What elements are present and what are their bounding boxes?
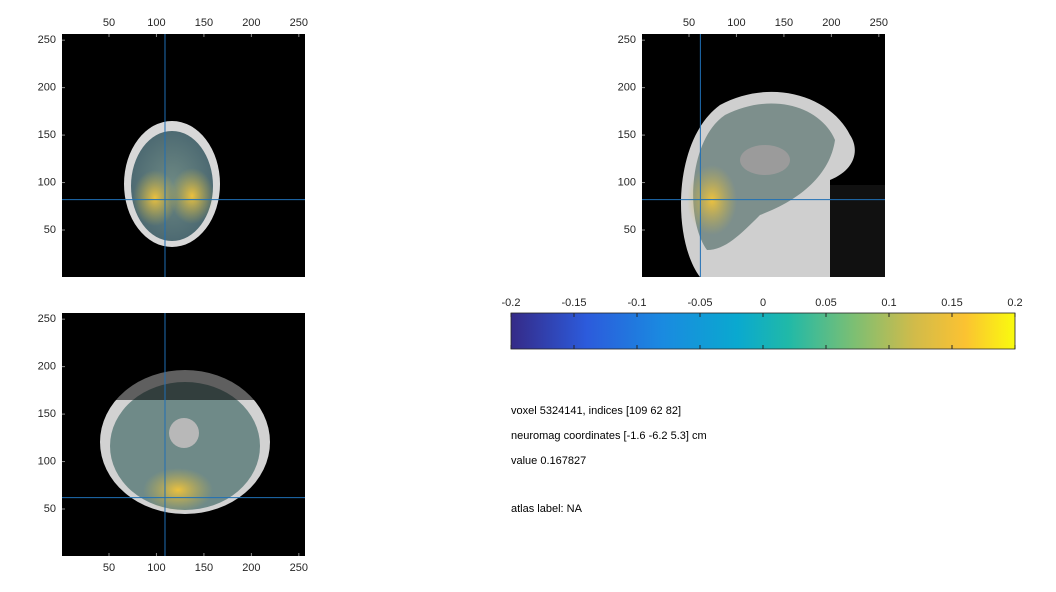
y-tick-label: 150	[38, 129, 56, 141]
colorbar-tick-label: 0.2	[1007, 297, 1022, 309]
y-tick-label: 50	[624, 224, 636, 236]
structure	[740, 145, 790, 175]
colorbar	[510, 312, 1016, 350]
colorbar-tick-label: 0.05	[815, 297, 836, 309]
x-tick-label: 50	[683, 17, 695, 29]
y-tick-label: 250	[618, 34, 636, 46]
y-tick-label: 150	[618, 129, 636, 141]
colorbar-tick-label: -0.05	[687, 297, 712, 309]
y-tick-label: 200	[38, 361, 56, 373]
colorbar-tick-label: 0.15	[941, 297, 962, 309]
y-tick-label: 100	[618, 176, 636, 188]
x-tick-label: 200	[242, 17, 260, 29]
x-tick-label: 250	[290, 17, 308, 29]
image-patch	[830, 185, 885, 277]
orbits	[110, 370, 260, 400]
x-tick-label: 250	[870, 17, 888, 29]
info-text: atlas label: NA	[511, 503, 583, 515]
info-text: value 0.167827	[511, 455, 586, 467]
y-tick-label: 150	[38, 408, 56, 420]
y-tick-label: 100	[38, 455, 56, 467]
activation	[170, 168, 214, 224]
y-tick-label: 50	[44, 224, 56, 236]
colorbar-tick-label: -0.15	[561, 297, 586, 309]
x-tick-label: 100	[727, 17, 745, 29]
x-tick-label: 50	[103, 562, 115, 574]
x-tick-label: 200	[242, 562, 260, 574]
x-tick-label: 50	[103, 17, 115, 29]
x-tick-label: 200	[822, 17, 840, 29]
x-tick-label: 100	[147, 17, 165, 29]
x-tick-label: 250	[290, 562, 308, 574]
y-tick-label: 250	[38, 313, 56, 325]
brainstem	[169, 418, 199, 448]
colorbar-tick-label: 0	[760, 297, 766, 309]
x-tick-label: 100	[147, 562, 165, 574]
y-tick-label: 200	[38, 82, 56, 94]
y-tick-label: 250	[38, 34, 56, 46]
colorbar-tick-label: -0.1	[628, 297, 647, 309]
y-tick-label: 100	[38, 176, 56, 188]
x-tick-label: 150	[775, 17, 793, 29]
activation	[143, 468, 213, 512]
x-tick-label: 150	[195, 562, 213, 574]
info-text: neuromag coordinates [-1.6 -6.2 5.3] cm	[511, 430, 707, 442]
y-tick-label: 200	[618, 82, 636, 94]
colorbar-tick-label: 0.1	[881, 297, 896, 309]
colorbar-tick-label: -0.2	[502, 297, 521, 309]
y-tick-label: 50	[44, 503, 56, 515]
activation	[133, 170, 177, 226]
info-text: voxel 5324141, indices [109 62 82]	[511, 405, 681, 417]
x-tick-label: 150	[195, 17, 213, 29]
